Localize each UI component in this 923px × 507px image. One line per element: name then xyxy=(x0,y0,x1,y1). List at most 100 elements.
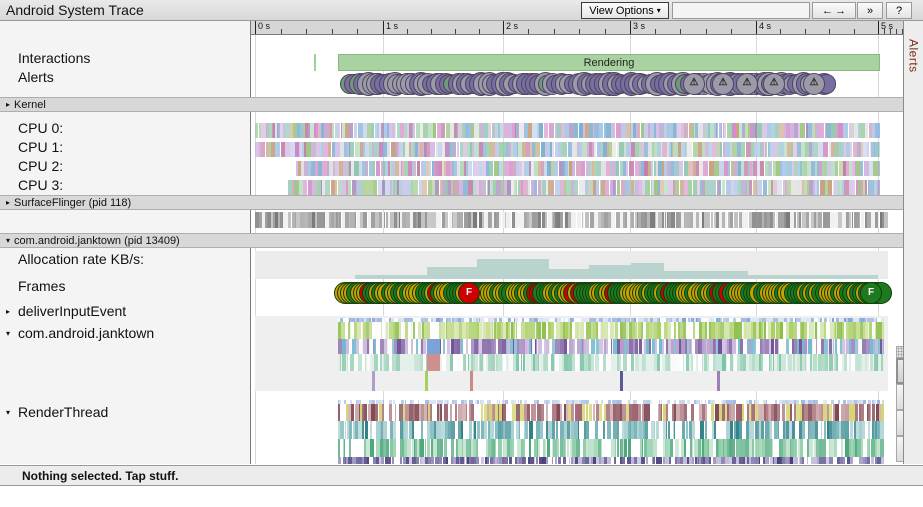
trace-slice[interactable] xyxy=(448,180,451,195)
trace-slice[interactable] xyxy=(617,439,619,457)
main-thread-spike[interactable] xyxy=(372,371,375,391)
trace-slice[interactable] xyxy=(327,161,329,176)
trace-slice[interactable] xyxy=(654,142,657,157)
trace-slice[interactable] xyxy=(385,180,390,195)
trace-slice[interactable] xyxy=(372,421,375,439)
trace-slice[interactable] xyxy=(386,439,389,457)
trace-slice[interactable] xyxy=(495,123,498,138)
trace-slice[interactable] xyxy=(616,161,619,176)
trace-slice[interactable] xyxy=(815,123,819,138)
trace-slice[interactable] xyxy=(635,322,637,339)
trace-slice[interactable] xyxy=(355,142,360,157)
trace-slice[interactable] xyxy=(717,123,718,138)
trace-slice[interactable] xyxy=(479,123,480,138)
trace-slice[interactable] xyxy=(338,404,340,421)
trace-slice[interactable] xyxy=(593,180,596,195)
trace-slice[interactable] xyxy=(802,161,803,176)
trace-slice[interactable] xyxy=(340,142,344,157)
trace-slice[interactable] xyxy=(514,180,516,195)
trace-slice[interactable] xyxy=(633,123,636,138)
trace-slice[interactable] xyxy=(856,161,860,176)
trace-slice[interactable] xyxy=(656,212,658,228)
trace-slice[interactable] xyxy=(342,354,346,371)
trace-slice[interactable] xyxy=(647,212,650,228)
trace-slice[interactable] xyxy=(465,123,469,138)
trace-slice[interactable] xyxy=(833,180,834,195)
trace-slice[interactable] xyxy=(310,123,314,138)
trace-slice[interactable] xyxy=(596,180,599,195)
trace-slice[interactable] xyxy=(853,180,855,195)
trace-slice[interactable] xyxy=(399,212,400,228)
trace-slice[interactable] xyxy=(634,180,635,195)
trace-slice[interactable] xyxy=(681,123,684,138)
trace-slice[interactable] xyxy=(672,142,673,157)
trace-slice[interactable] xyxy=(702,212,704,228)
trace-slice[interactable] xyxy=(719,212,722,228)
trace-slice[interactable] xyxy=(590,180,593,195)
trace-slice[interactable] xyxy=(474,421,476,439)
trace-slice[interactable] xyxy=(344,142,347,157)
trace-slice[interactable] xyxy=(766,142,767,157)
trace-slice[interactable] xyxy=(571,212,573,228)
trace-slice[interactable] xyxy=(363,123,367,138)
trace-slice[interactable] xyxy=(714,212,716,228)
trace-slice[interactable] xyxy=(536,142,539,157)
trace-slice[interactable] xyxy=(527,404,530,421)
trace-slice[interactable] xyxy=(482,212,484,228)
trace-slice[interactable] xyxy=(322,180,325,195)
trace-slice[interactable] xyxy=(831,142,835,157)
trace-slice[interactable] xyxy=(435,161,439,176)
trace-slice[interactable] xyxy=(503,180,507,195)
trace-slice[interactable] xyxy=(340,354,341,371)
trace-slice[interactable] xyxy=(476,457,479,464)
trace-slice[interactable] xyxy=(408,322,411,339)
trace-slice[interactable] xyxy=(730,212,733,228)
trace-slice[interactable] xyxy=(784,142,787,157)
trace-slice[interactable] xyxy=(752,212,753,228)
allocation-step[interactable] xyxy=(748,275,878,279)
trace-slice[interactable] xyxy=(336,212,338,228)
trace-slice[interactable] xyxy=(308,180,312,195)
trace-slice[interactable] xyxy=(381,161,383,176)
trace-slice[interactable] xyxy=(416,457,419,464)
trace-slice[interactable] xyxy=(637,212,638,228)
trace-slice[interactable] xyxy=(833,339,834,354)
trace-slice[interactable] xyxy=(519,123,524,138)
trace-slice[interactable] xyxy=(816,212,818,228)
trace-slice[interactable] xyxy=(311,161,315,176)
trace-slice[interactable] xyxy=(610,180,613,195)
trace-slice[interactable] xyxy=(791,142,793,157)
trace-slice[interactable] xyxy=(875,212,878,228)
trace-slice[interactable] xyxy=(811,161,815,176)
trace-slice[interactable] xyxy=(771,339,774,354)
trace-slice[interactable] xyxy=(861,212,864,228)
trace-slice[interactable] xyxy=(453,180,455,195)
trace-slice[interactable] xyxy=(308,161,311,176)
trace-slice[interactable] xyxy=(844,142,846,157)
trace-slice[interactable] xyxy=(863,142,867,157)
trace-slice[interactable] xyxy=(752,161,753,176)
trace-slice[interactable] xyxy=(874,180,877,195)
trace-slice[interactable] xyxy=(670,421,672,439)
trace-slice[interactable] xyxy=(607,142,609,157)
trace-slice[interactable] xyxy=(457,161,460,176)
trace-slice[interactable] xyxy=(360,212,363,228)
trace-slice[interactable] xyxy=(644,142,648,157)
trace-slice[interactable] xyxy=(265,212,267,228)
trace-slice[interactable] xyxy=(585,212,589,228)
trace-slice[interactable] xyxy=(441,123,445,138)
trace-slice[interactable] xyxy=(604,123,606,138)
allocation-step[interactable] xyxy=(631,263,664,279)
trace-slice[interactable] xyxy=(654,161,656,176)
trace-slice[interactable] xyxy=(542,212,545,228)
trace-slice[interactable] xyxy=(341,404,343,421)
trace-slice[interactable] xyxy=(667,212,668,228)
trace-slice[interactable] xyxy=(255,123,258,138)
trace-slice[interactable] xyxy=(500,123,504,138)
trace-slice[interactable] xyxy=(664,161,667,176)
trace-slice[interactable] xyxy=(447,142,450,157)
trace-slice[interactable] xyxy=(688,180,692,195)
trace-slice[interactable] xyxy=(559,161,563,176)
trace-slice[interactable] xyxy=(605,421,606,439)
trace-slice[interactable] xyxy=(768,142,770,157)
